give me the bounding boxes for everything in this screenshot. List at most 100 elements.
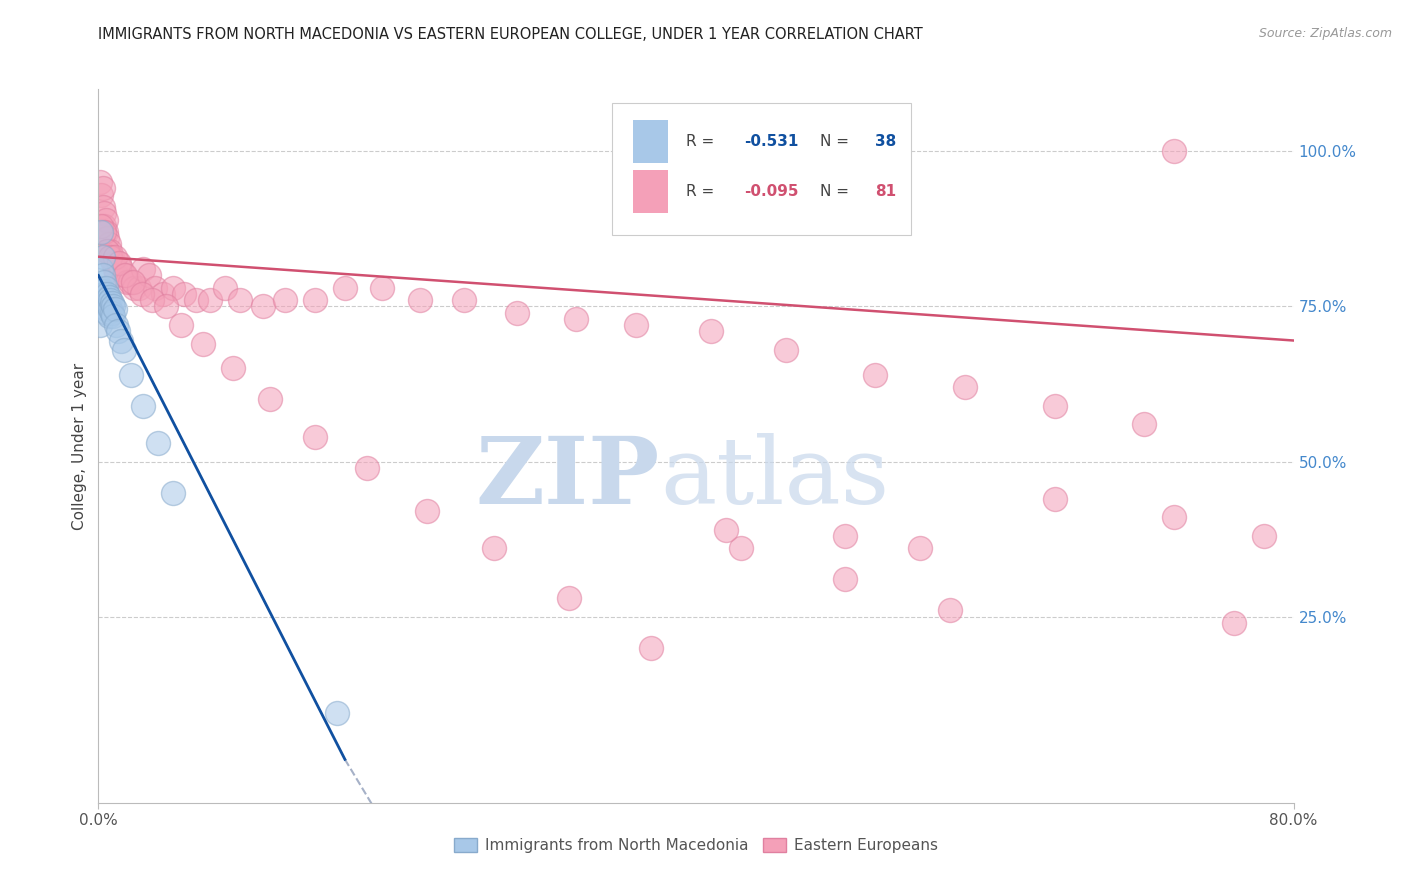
Point bbox=[90, 225, 112, 239]
Point bbox=[110, 334, 132, 348]
Point bbox=[97, 309, 120, 323]
Point bbox=[93, 219, 115, 233]
Point bbox=[1043, 399, 1066, 413]
Point bbox=[274, 293, 297, 308]
Point bbox=[162, 281, 184, 295]
Point bbox=[97, 290, 120, 304]
Point bbox=[120, 368, 142, 382]
Point bbox=[640, 640, 662, 655]
Point bbox=[90, 281, 112, 295]
Point bbox=[97, 299, 120, 313]
Point bbox=[834, 573, 856, 587]
Text: 81: 81 bbox=[876, 184, 897, 199]
Point bbox=[93, 275, 115, 289]
Point bbox=[101, 305, 124, 319]
Point bbox=[93, 296, 115, 310]
Point bbox=[200, 293, 222, 308]
Point bbox=[96, 244, 118, 258]
Point bbox=[91, 250, 114, 264]
Point bbox=[558, 591, 581, 605]
Point bbox=[98, 244, 122, 258]
Point bbox=[89, 175, 111, 189]
Point bbox=[506, 305, 529, 319]
Point bbox=[939, 603, 962, 617]
Point bbox=[131, 287, 153, 301]
Y-axis label: College, Under 1 year: College, Under 1 year bbox=[72, 362, 87, 530]
Point bbox=[191, 336, 214, 351]
Point bbox=[93, 225, 115, 239]
Text: R =: R = bbox=[686, 184, 720, 199]
Point bbox=[96, 244, 118, 258]
Point bbox=[132, 262, 155, 277]
Point bbox=[834, 529, 856, 543]
Point bbox=[91, 200, 114, 214]
Point bbox=[105, 318, 128, 332]
Point bbox=[152, 287, 174, 301]
Text: ZIP: ZIP bbox=[475, 434, 661, 523]
Point bbox=[132, 399, 155, 413]
Point bbox=[112, 268, 135, 283]
Point bbox=[1043, 491, 1066, 506]
Point bbox=[98, 302, 122, 317]
Point bbox=[96, 287, 118, 301]
Text: Source: ZipAtlas.com: Source: ZipAtlas.com bbox=[1258, 27, 1392, 40]
Point bbox=[90, 262, 112, 277]
Point bbox=[259, 392, 281, 407]
Point bbox=[96, 296, 118, 310]
Point bbox=[730, 541, 752, 556]
FancyBboxPatch shape bbox=[613, 103, 911, 235]
Point bbox=[1223, 615, 1246, 630]
Point bbox=[98, 250, 122, 264]
Point bbox=[90, 293, 112, 308]
Text: atlas: atlas bbox=[661, 434, 890, 523]
Point bbox=[101, 250, 124, 264]
Point bbox=[103, 256, 125, 270]
Point bbox=[214, 281, 236, 295]
Text: -0.095: -0.095 bbox=[744, 184, 799, 199]
Text: N =: N = bbox=[820, 134, 853, 149]
Point bbox=[326, 706, 349, 720]
Point bbox=[1163, 510, 1185, 524]
Point bbox=[908, 541, 931, 556]
Text: -0.531: -0.531 bbox=[744, 134, 799, 149]
Point bbox=[141, 293, 163, 308]
Point bbox=[565, 311, 588, 326]
Point bbox=[94, 225, 117, 239]
Point bbox=[115, 275, 138, 289]
Point bbox=[484, 541, 506, 556]
Point bbox=[107, 256, 129, 270]
Point bbox=[89, 299, 111, 313]
Point bbox=[91, 181, 114, 195]
Point bbox=[169, 318, 191, 332]
Point bbox=[1253, 529, 1275, 543]
Point bbox=[128, 281, 150, 295]
Text: N =: N = bbox=[820, 184, 853, 199]
Point bbox=[91, 284, 114, 298]
Text: IMMIGRANTS FROM NORTH MACEDONIA VS EASTERN EUROPEAN COLLEGE, UNDER 1 YEAR CORREL: IMMIGRANTS FROM NORTH MACEDONIA VS EASTE… bbox=[98, 27, 924, 42]
Point bbox=[714, 523, 737, 537]
Point bbox=[155, 299, 177, 313]
Point bbox=[104, 302, 127, 317]
Text: 38: 38 bbox=[876, 134, 897, 149]
Point bbox=[1133, 417, 1156, 432]
Point bbox=[90, 219, 112, 233]
Point bbox=[118, 275, 141, 289]
Point bbox=[138, 268, 160, 283]
FancyBboxPatch shape bbox=[633, 169, 668, 212]
Point bbox=[865, 368, 887, 382]
Point bbox=[148, 436, 170, 450]
Point bbox=[108, 256, 131, 270]
Point bbox=[91, 293, 114, 308]
Point bbox=[104, 250, 127, 264]
Point bbox=[94, 293, 117, 308]
Point bbox=[103, 299, 125, 313]
Point bbox=[162, 485, 184, 500]
Point bbox=[143, 281, 166, 295]
Point bbox=[252, 299, 274, 313]
Point bbox=[184, 293, 207, 308]
Legend: Immigrants from North Macedonia, Eastern Europeans: Immigrants from North Macedonia, Eastern… bbox=[449, 832, 943, 859]
Point bbox=[416, 504, 439, 518]
Point bbox=[105, 268, 128, 283]
Point bbox=[304, 430, 326, 444]
Point bbox=[97, 237, 120, 252]
